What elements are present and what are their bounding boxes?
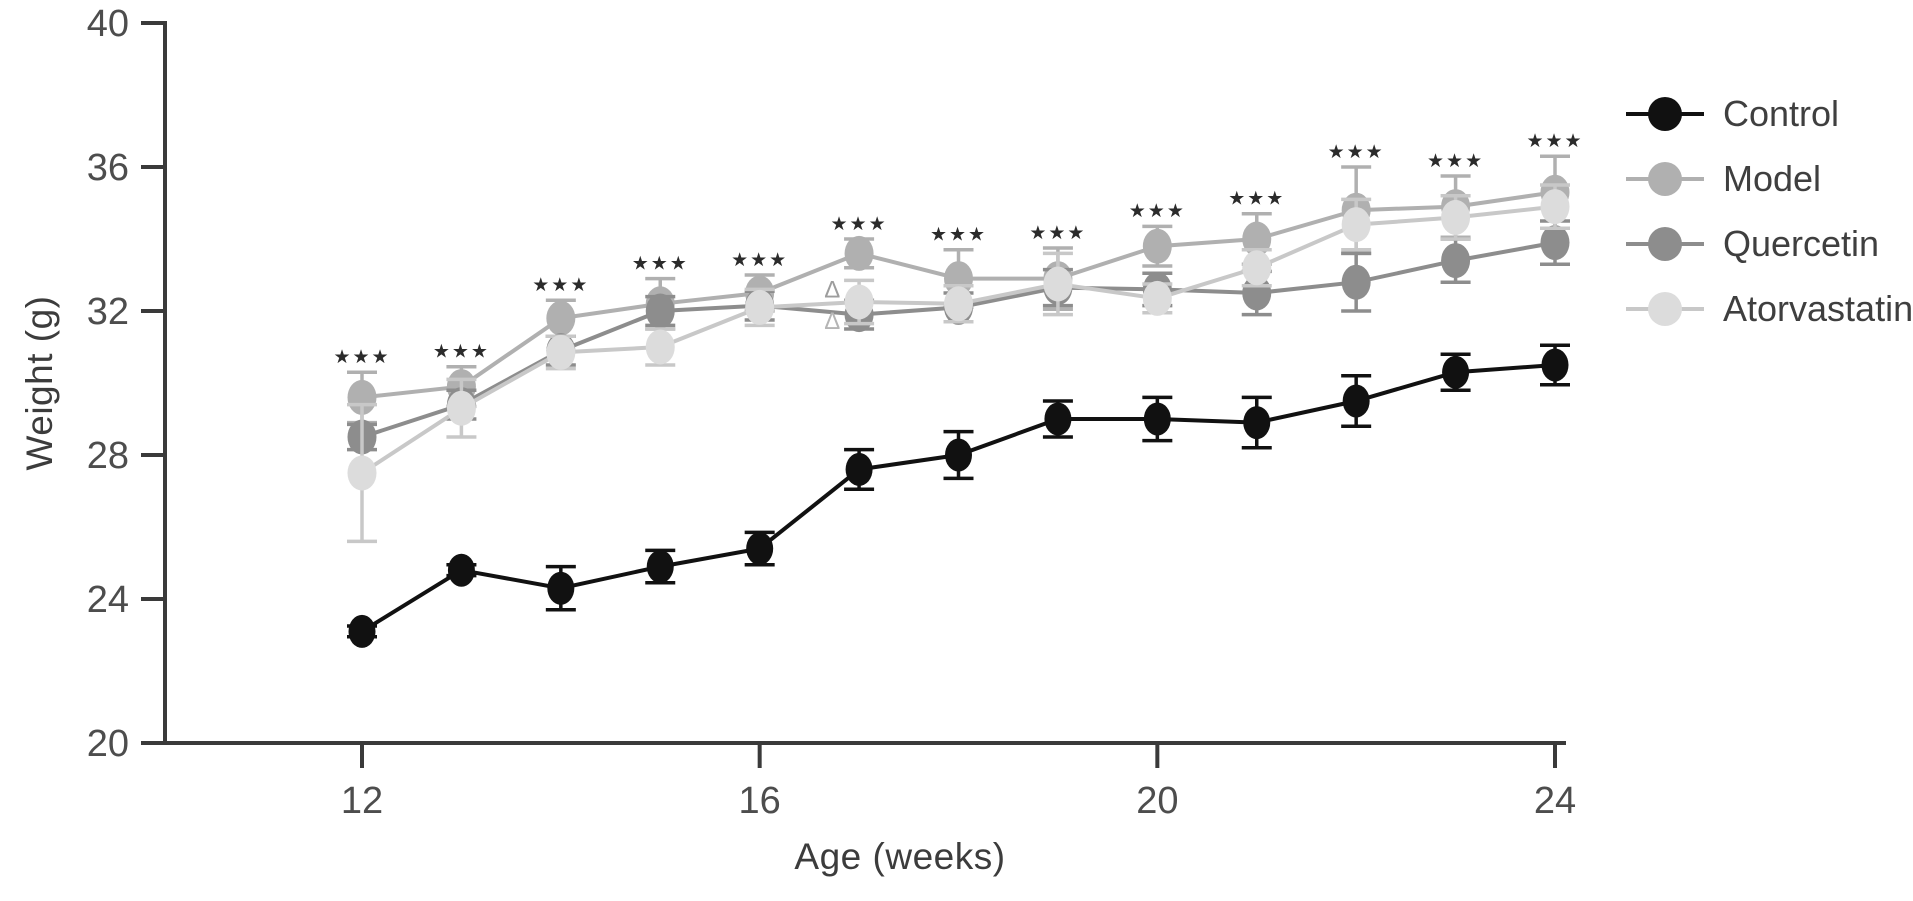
data-point — [1441, 243, 1471, 279]
data-point — [1341, 207, 1371, 243]
data-point — [1043, 266, 1073, 302]
data-point — [547, 571, 575, 605]
legend-label-atorvastatin: Atorvastatin — [1723, 287, 1913, 329]
control-marker-icon — [1626, 94, 1704, 134]
model-marker-icon — [1626, 159, 1704, 199]
data-point — [347, 455, 377, 491]
data-point — [745, 289, 775, 325]
data-point — [1540, 189, 1570, 225]
data-point — [844, 284, 874, 320]
significance-marker: ★★★ — [930, 225, 987, 246]
significance-marker: ★★★ — [333, 347, 390, 368]
legend-label-model: Model — [1723, 157, 1822, 199]
data-point — [844, 235, 874, 271]
significance-marker: ★★★ — [1029, 223, 1086, 244]
data-point — [945, 438, 972, 472]
data-point — [1540, 225, 1570, 261]
series-control — [347, 343, 1570, 648]
x-tick-label: 24 — [1534, 780, 1576, 822]
legend-label-control: Control — [1723, 92, 1840, 134]
y-tick-label: 28 — [87, 435, 129, 477]
significance-marker: ★★★ — [831, 214, 888, 235]
significance-marker: ★★★ — [1328, 142, 1385, 163]
y-tick-label: 32 — [87, 291, 129, 333]
legend-item-control: Control — [1626, 81, 1913, 146]
axes: 20 24 28 32 36 40 12 16 20 24 — [87, 3, 1576, 822]
legend: Control Model Quercetin Atorvastatin — [1626, 81, 1913, 341]
data-point — [546, 334, 576, 370]
y-tick-label: 36 — [87, 147, 129, 189]
legend-label-quercetin: Quercetin — [1723, 222, 1880, 264]
data-point — [1442, 355, 1470, 389]
data-point — [447, 553, 475, 587]
significance-marker: ★★★ — [433, 342, 490, 363]
significance-marker: ★★★ — [532, 275, 589, 296]
significance-marker: ★★★ — [1228, 189, 1285, 210]
significance-marker: ★★★ — [731, 250, 788, 271]
data-point — [1142, 280, 1172, 316]
data-point — [1142, 228, 1172, 264]
y-tick-label: 24 — [87, 579, 129, 621]
data-point — [845, 452, 873, 486]
legend-item-quercetin: Quercetin — [1626, 211, 1913, 276]
series-line — [360, 363, 1556, 634]
data-point — [1441, 199, 1471, 235]
data-point — [1541, 348, 1569, 382]
data-point — [1044, 402, 1072, 436]
data-point — [645, 329, 675, 365]
legend-item-atorvastatin: Atorvastatin — [1626, 276, 1913, 341]
data-point — [746, 532, 774, 566]
data-point — [944, 286, 973, 322]
significance-marker: ★★★ — [1129, 201, 1186, 222]
data-point — [1341, 264, 1371, 300]
x-tick-label: 16 — [739, 780, 781, 822]
y-tick-label: 40 — [87, 3, 129, 45]
data-point — [446, 390, 476, 426]
data-point — [1143, 402, 1171, 436]
data-point — [1242, 250, 1272, 286]
data-point — [646, 550, 674, 584]
data-point — [1342, 384, 1370, 418]
significance-stars: ★★★ ★★★ ★★★ ★★★ ★★★ ★★★ ★★★ ★★★ ★★★ ★★★ ★★★ ★★★ ★★★ — [333, 131, 1583, 368]
quercetin-marker-icon — [1626, 224, 1704, 264]
y-axis-title: Weight (g) — [19, 295, 60, 471]
data-point — [348, 614, 376, 648]
x-axis-title: Age (weeks) — [794, 836, 1006, 877]
data-point — [645, 293, 675, 329]
significance-marker: ★★★ — [1427, 151, 1484, 172]
x-tick-label: 12 — [341, 780, 383, 822]
atorvastatin-marker-icon — [1626, 289, 1704, 329]
significance-marker: ★★★ — [1526, 131, 1583, 152]
series-atorvastatin — [347, 183, 1570, 544]
data-point — [1243, 406, 1271, 440]
significance-marker: ★★★ — [632, 253, 689, 274]
y-tick-label: 20 — [87, 723, 129, 765]
data-point — [546, 300, 576, 336]
legend-item-model: Model — [1626, 146, 1913, 211]
data-point — [1242, 221, 1272, 257]
x-tick-label: 20 — [1136, 780, 1178, 822]
delta-annotation: Δ — [824, 308, 840, 335]
delta-annotation: Δ — [824, 276, 840, 303]
